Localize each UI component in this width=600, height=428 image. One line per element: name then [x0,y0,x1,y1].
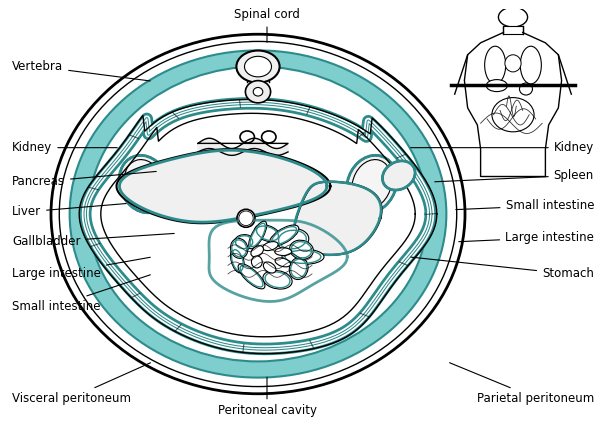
Text: Spleen: Spleen [435,169,594,182]
Polygon shape [294,182,382,255]
Ellipse shape [347,155,397,213]
Text: Gallbladder: Gallbladder [12,233,174,248]
Text: Vertebra: Vertebra [12,60,150,81]
Ellipse shape [237,209,255,227]
Polygon shape [198,138,288,155]
Ellipse shape [382,161,415,190]
Text: Spinal cord: Spinal cord [234,9,300,42]
Ellipse shape [124,160,164,208]
Text: Large intestine: Large intestine [12,257,150,280]
Ellipse shape [520,46,541,84]
Text: Kidney: Kidney [411,141,594,154]
Ellipse shape [251,256,262,268]
Ellipse shape [230,238,248,259]
Ellipse shape [253,87,263,96]
Ellipse shape [70,51,446,377]
Ellipse shape [263,242,278,250]
Ellipse shape [485,46,506,84]
Ellipse shape [275,248,292,256]
Ellipse shape [249,221,266,249]
Text: Small intestine: Small intestine [12,275,151,312]
Ellipse shape [276,229,309,250]
Ellipse shape [251,246,263,257]
Ellipse shape [238,264,265,289]
Ellipse shape [269,225,299,246]
Ellipse shape [505,55,521,72]
Text: Large intestine: Large intestine [459,231,594,244]
Ellipse shape [352,160,392,208]
Ellipse shape [499,7,527,27]
Ellipse shape [486,80,508,92]
Ellipse shape [119,155,169,213]
Ellipse shape [263,262,276,273]
Ellipse shape [245,80,271,103]
Ellipse shape [263,270,292,289]
Text: Stomach: Stomach [411,257,594,280]
Text: Small intestine: Small intestine [456,199,594,212]
Ellipse shape [275,258,290,267]
Text: Visceral peritoneum: Visceral peritoneum [12,363,151,404]
Ellipse shape [88,67,428,361]
Ellipse shape [290,240,313,259]
Ellipse shape [51,34,465,394]
Text: Peritoneal cavity: Peritoneal cavity [218,377,317,417]
Ellipse shape [282,249,324,265]
Ellipse shape [59,42,457,386]
Ellipse shape [254,225,280,242]
Ellipse shape [239,211,253,226]
Text: Liver: Liver [12,204,126,218]
Ellipse shape [262,131,276,143]
Text: Pancreas: Pancreas [12,172,156,188]
Ellipse shape [520,83,532,95]
Ellipse shape [289,257,308,279]
Ellipse shape [492,98,534,132]
Ellipse shape [245,56,271,77]
Ellipse shape [234,235,254,250]
Ellipse shape [230,248,244,273]
Text: Parietal peritoneum: Parietal peritoneum [449,363,594,404]
Text: Kidney: Kidney [12,141,117,154]
Ellipse shape [236,51,280,83]
Ellipse shape [240,131,254,143]
Polygon shape [116,149,331,223]
